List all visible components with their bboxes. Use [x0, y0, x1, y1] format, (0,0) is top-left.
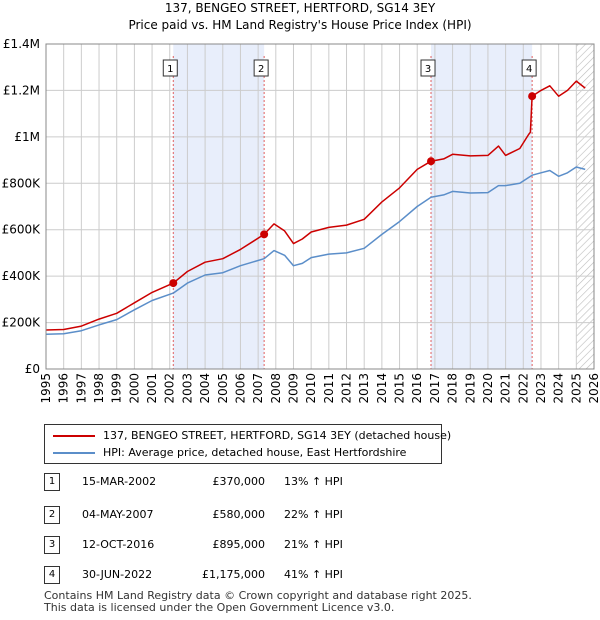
- footer-attribution: Contains HM Land Registry data © Crown c…: [44, 590, 472, 614]
- transaction-date: 30-JUN-2022: [82, 568, 153, 581]
- x-tick-label: 1998: [92, 373, 106, 404]
- transaction-row: 1 15-MAR-2002 £370,000 13% ↑ HPI: [0, 470, 600, 494]
- y-tick-label: £1.2M: [3, 83, 40, 97]
- transaction-price: £895,000: [212, 538, 266, 551]
- sale-marker-box: [253, 59, 269, 77]
- x-tick-label: 2004: [198, 373, 212, 404]
- ownership-shade: [431, 44, 533, 369]
- x-tick-label: 2009: [286, 373, 300, 404]
- ownership-shade: [173, 44, 265, 369]
- x-tick-label: 2026: [587, 373, 600, 404]
- x-tick-label: 2002: [163, 373, 177, 404]
- transaction-date: 04-MAY-2007: [82, 508, 154, 521]
- sale-point: [528, 92, 537, 101]
- transaction-row: 4 30-JUN-2022 £1,175,000 41% ↑ HPI: [0, 563, 600, 587]
- x-tick-label: 2016: [410, 373, 424, 404]
- y-tick-label: £200K: [2, 316, 42, 330]
- x-tick-label: 1995: [39, 373, 53, 404]
- sale-point: [427, 157, 436, 166]
- transaction-number: 3: [44, 536, 60, 554]
- transaction-hpi: 21% ↑ HPI: [284, 538, 343, 551]
- sale-point: [260, 230, 269, 239]
- x-tick-label: 2012: [340, 373, 354, 404]
- y-tick-label: £1M: [14, 130, 40, 144]
- sale-marker-box: [420, 59, 436, 77]
- chart-title: 137, BENGEO STREET, HERTFORD, SG14 3EY: [164, 1, 436, 15]
- sale-point: [169, 279, 178, 288]
- transaction-hpi: 22% ↑ HPI: [284, 508, 343, 521]
- x-tick-label: 2010: [304, 373, 318, 404]
- transaction-price: £370,000: [212, 475, 266, 488]
- y-tick-label: £800K: [2, 176, 42, 190]
- x-tick-label: 2007: [251, 373, 265, 404]
- legend-swatch-price: [53, 435, 95, 437]
- price-chart: 1 2 3 4 £0 £200K £400K £600K £800K £1M £1.2M £1.4M 1…: [2, 37, 600, 404]
- y-tick-label: £1.4M: [3, 37, 40, 51]
- transaction-row: 2 04-MAY-2007 £580,000 22% ↑ HPI: [0, 503, 600, 527]
- forecast-hatch: [576, 44, 594, 369]
- x-tick-label: 2023: [534, 373, 548, 404]
- footer-line-2: This data is licensed under the Open Gov…: [44, 601, 395, 614]
- transaction-hpi: 13% ↑ HPI: [284, 475, 343, 488]
- transaction-hpi: 41% ↑ HPI: [284, 568, 343, 581]
- x-tick-label: 2024: [552, 373, 566, 404]
- x-tick-label: 2008: [269, 373, 283, 404]
- x-tick-label: 2017: [428, 373, 442, 404]
- sale-marker-box: [162, 59, 178, 77]
- x-tick-label: 2025: [569, 373, 583, 404]
- x-tick-label: 2022: [516, 373, 530, 404]
- y-tick-label: £400K: [2, 269, 42, 283]
- transaction-price: £580,000: [212, 508, 266, 521]
- x-tick-label: 1999: [110, 373, 124, 404]
- x-tick-label: 2003: [180, 373, 194, 404]
- price-paid-line: [45, 80, 586, 331]
- transaction-date: 12-OCT-2016: [82, 538, 155, 551]
- sale-marker-label: 1: [167, 64, 173, 75]
- x-tick-label: 2021: [499, 373, 513, 404]
- x-tick-label: 1997: [74, 373, 88, 404]
- transaction-number: 1: [44, 473, 60, 491]
- sale-marker-box: [521, 59, 537, 77]
- hpi-line: [45, 166, 586, 335]
- legend-swatch-hpi: [53, 452, 95, 454]
- x-tick-label: 2015: [393, 373, 407, 404]
- transaction-date: 15-MAR-2002: [82, 475, 157, 488]
- x-tick-label: 2013: [357, 373, 371, 404]
- x-tick-label: 2000: [127, 373, 141, 404]
- plot-frame: [45, 43, 595, 370]
- x-tick-label: 2005: [216, 373, 230, 404]
- sale-marker-label: 3: [425, 64, 431, 75]
- transaction-price: £1,175,000: [202, 568, 265, 581]
- sale-marker-label: 2: [258, 64, 264, 75]
- transaction-number: 4: [44, 566, 60, 584]
- chart-subtitle: Price paid vs. HM Land Registry's House …: [128, 18, 472, 32]
- x-tick-label: 2020: [481, 373, 495, 404]
- footer-line-1: Contains HM Land Registry data © Crown c…: [44, 589, 472, 602]
- y-tick-label: £0: [25, 362, 40, 376]
- x-tick-label: 1996: [57, 373, 71, 404]
- sale-marker-label: 4: [526, 64, 532, 75]
- y-tick-label: £600K: [2, 223, 42, 237]
- x-tick-label: 2018: [446, 373, 460, 404]
- chart-legend: 137, BENGEO STREET, HERTFORD, SG14 3EY (…: [44, 424, 451, 464]
- x-tick-label: 2014: [375, 373, 389, 404]
- legend-label-price: 137, BENGEO STREET, HERTFORD, SG14 3EY (…: [103, 429, 452, 442]
- x-tick-label: 2001: [145, 373, 159, 404]
- legend-label-hpi: HPI: Average price, detached house, East…: [103, 446, 407, 459]
- x-tick-label: 2011: [322, 373, 336, 404]
- transaction-number: 2: [44, 506, 60, 524]
- x-tick-label: 2019: [463, 373, 477, 404]
- x-tick-label: 2006: [233, 373, 247, 404]
- transaction-row: 3 12-OCT-2016 £895,000 21% ↑ HPI: [0, 533, 600, 557]
